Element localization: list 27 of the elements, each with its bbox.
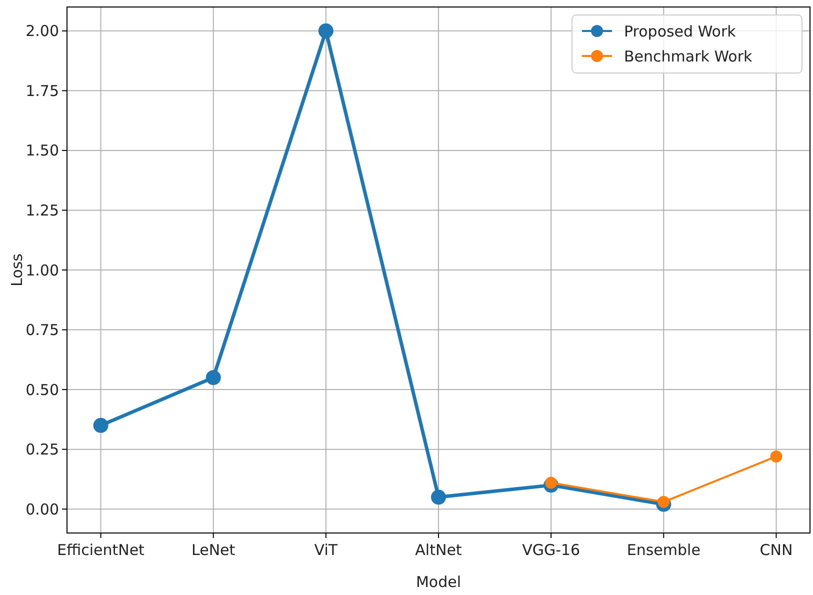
y-tick-label: 1.75 xyxy=(26,82,59,100)
y-tick-label: 0.00 xyxy=(26,500,59,518)
y-tick-label: 1.50 xyxy=(26,142,59,160)
point xyxy=(318,23,334,38)
legend-label: Proposed Work xyxy=(624,22,736,40)
y-tick-label: 2.00 xyxy=(26,22,59,40)
x-tick-label: AltNet xyxy=(415,541,462,559)
point xyxy=(658,496,670,508)
y-axis-title: Loss xyxy=(8,253,26,286)
y-tick-label: 0.25 xyxy=(26,440,59,459)
y-tick-label: 0.75 xyxy=(26,321,59,340)
point xyxy=(206,370,221,386)
point xyxy=(545,476,558,489)
y-tick-label: 1.25 xyxy=(26,201,59,220)
x-tick-label: EfficientNet xyxy=(57,541,145,559)
point xyxy=(93,418,108,433)
point xyxy=(770,450,782,462)
y-tick-label: 1.00 xyxy=(26,261,59,280)
x-axis-title: Model xyxy=(416,573,462,591)
point xyxy=(431,490,446,505)
x-tick-label: LeNet xyxy=(192,541,236,559)
x-tick-label: CNN xyxy=(760,541,793,559)
x-tick-label: ViT xyxy=(314,541,338,559)
x-tick-label: VGG-16 xyxy=(522,541,580,559)
legend-label: Benchmark Work xyxy=(624,47,752,66)
y-tick-label: 0.50 xyxy=(26,380,59,399)
x-tick-label: Ensemble xyxy=(626,541,700,559)
